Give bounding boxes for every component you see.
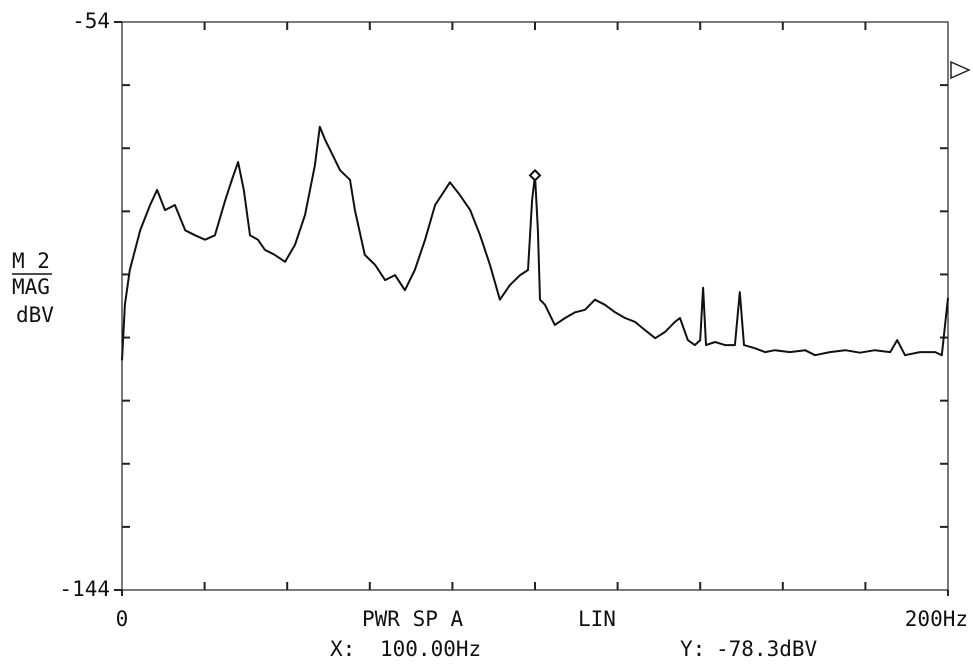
trace-label: PWR SP A [362, 607, 464, 631]
marker-x-readout: 100.00Hz [380, 637, 481, 661]
y-label: dBV [16, 303, 54, 327]
y-label: MAG [12, 275, 50, 299]
y-label: M 2 [12, 249, 50, 273]
reference-marker [950, 60, 971, 80]
marker-x-prefix: X: [330, 637, 355, 661]
x-tick-label: 200Hz [905, 607, 968, 631]
marker-y-prefix: Y: [680, 637, 705, 661]
y-tick-label: -144 [59, 577, 110, 601]
y-tick-label: -54 [72, 9, 110, 33]
x-tick-label: 0 [116, 607, 129, 631]
scale-label: LIN [578, 607, 616, 631]
trace-line [121, 125, 949, 361]
plot-frame [121, 21, 949, 591]
marker-point [528, 168, 542, 182]
marker-y-readout: -78.3dBV [716, 637, 818, 661]
